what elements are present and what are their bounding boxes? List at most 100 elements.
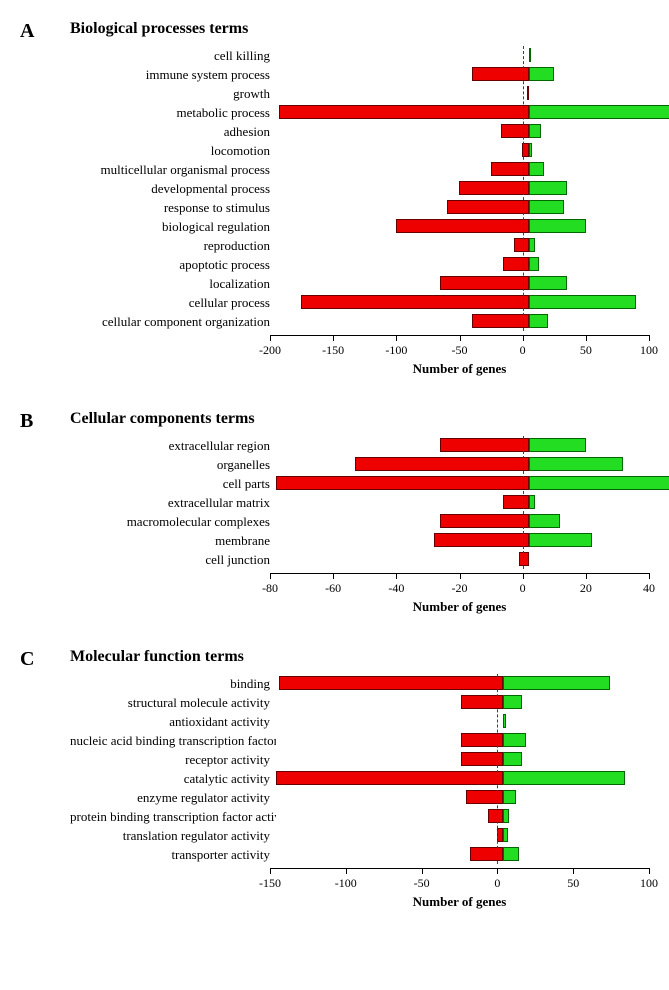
axis-tick <box>270 335 271 341</box>
axis-tick-label: -200 <box>259 343 281 358</box>
row-label: locomotion <box>70 143 276 159</box>
axis-tick <box>333 335 334 341</box>
data-row: multicellular organismal process <box>70 160 649 179</box>
bar-positive <box>503 790 515 804</box>
row-bars <box>276 474 649 493</box>
axis-tick-label: -50 <box>452 343 468 358</box>
bar-positive <box>529 219 586 233</box>
bar-positive <box>529 495 535 509</box>
axis-tick <box>346 868 347 874</box>
axis-tick-label: 50 <box>567 876 579 891</box>
data-row: protein binding transcription factor act… <box>70 807 649 826</box>
axis-tick-label: 0 <box>520 343 526 358</box>
bar-negative <box>472 314 529 328</box>
panel-letter: A <box>20 20 34 43</box>
axis-tick-label: -100 <box>335 876 357 891</box>
row-bars <box>276 141 649 160</box>
row-bars <box>276 674 649 693</box>
row-label: organelles <box>70 457 276 473</box>
data-row: structural molecule activity <box>70 693 649 712</box>
row-label: binding <box>70 676 276 692</box>
row-label: structural molecule activity <box>70 695 276 711</box>
chart-area: binding structural molecule activity antio… <box>70 674 649 913</box>
axis-tick-label: -100 <box>385 343 407 358</box>
data-row: macromolecular complexes <box>70 512 649 531</box>
row-bars <box>276 731 649 750</box>
axis-title: Number of genes <box>270 599 649 615</box>
axis-tick <box>573 868 574 874</box>
data-row: localization <box>70 274 649 293</box>
chart-area: cell killing immune system process growth m… <box>70 46 649 380</box>
axis-tick <box>649 573 650 579</box>
row-label: apoptotic process <box>70 257 276 273</box>
axis-title: Number of genes <box>270 894 649 910</box>
bar-negative <box>276 771 503 785</box>
bar-positive <box>503 714 506 728</box>
axis-tick <box>422 868 423 874</box>
row-label: immune system process <box>70 67 276 83</box>
rows: extracellular regionorganellescell parts… <box>70 436 649 569</box>
row-bars <box>276 826 649 845</box>
bar-positive <box>503 752 521 766</box>
data-row: immune system process <box>70 65 649 84</box>
panel-c: CMolecular function termsbindingstructur… <box>20 648 649 913</box>
row-label: cell killing <box>70 48 276 64</box>
plot-zone: binding structural molecule activity antio… <box>70 674 649 864</box>
row-bars <box>276 217 649 236</box>
axis-tick-label: -150 <box>322 343 344 358</box>
row-label: multicellular organismal process <box>70 162 276 178</box>
bar-positive <box>529 514 561 528</box>
row-label: reproduction <box>70 238 276 254</box>
data-row: biological regulation <box>70 217 649 236</box>
data-row: enzyme regulator activity <box>70 788 649 807</box>
bar-negative <box>501 124 529 138</box>
row-label: extracellular matrix <box>70 495 276 511</box>
axis-tick <box>396 335 397 341</box>
row-label: cell junction <box>70 552 276 568</box>
row-label: growth <box>70 86 276 102</box>
bar-negative <box>276 476 529 490</box>
row-bars <box>276 198 649 217</box>
row-label: antioxidant activity <box>70 714 276 730</box>
axis-tick <box>586 573 587 579</box>
axis-tick-label: 100 <box>640 876 658 891</box>
row-bars <box>276 160 649 179</box>
zero-line <box>523 46 524 331</box>
axis-tick-label: 50 <box>580 343 592 358</box>
x-axis: -80-60-40-2002040Number of genes <box>270 573 649 618</box>
data-row: membrane <box>70 531 649 550</box>
data-row: nucleic acid binding transcription facto… <box>70 731 649 750</box>
row-bars <box>276 769 649 788</box>
bar-negative <box>447 200 529 214</box>
row-label: adhesion <box>70 124 276 140</box>
axis-tick <box>270 573 271 579</box>
bar-negative <box>440 438 528 452</box>
panel-letter: B <box>20 410 33 433</box>
data-row: extracellular matrix <box>70 493 649 512</box>
x-axis: -150-100-50050100Number of genes <box>270 868 649 913</box>
axis-tick-label: 20 <box>580 581 592 596</box>
bar-positive <box>503 847 518 861</box>
bar-negative <box>472 67 529 81</box>
axis-tick-label: -50 <box>414 876 430 891</box>
axis-tick <box>460 573 461 579</box>
bar-negative <box>434 533 529 547</box>
bar-negative <box>514 238 529 252</box>
row-label: transporter activity <box>70 847 276 863</box>
chart-area: extracellular regionorganellescell parts… <box>70 436 649 618</box>
row-label: metabolic process <box>70 105 276 121</box>
row-bars <box>276 845 649 864</box>
bar-positive <box>529 457 624 471</box>
bar-negative <box>279 105 529 119</box>
axis-tick-label: -40 <box>388 581 404 596</box>
plot-zone: extracellular regionorganellescell parts… <box>70 436 649 569</box>
row-label: protein binding transcription factor act… <box>70 809 276 825</box>
bar-positive <box>529 124 542 138</box>
data-row: antioxidant activity <box>70 712 649 731</box>
axis-title: Number of genes <box>270 361 649 377</box>
axis-tick-label: -20 <box>452 581 468 596</box>
data-row: organelles <box>70 455 649 474</box>
data-row: receptor activity <box>70 750 649 769</box>
axis-tick-label: -150 <box>259 876 281 891</box>
bar-positive <box>529 162 544 176</box>
